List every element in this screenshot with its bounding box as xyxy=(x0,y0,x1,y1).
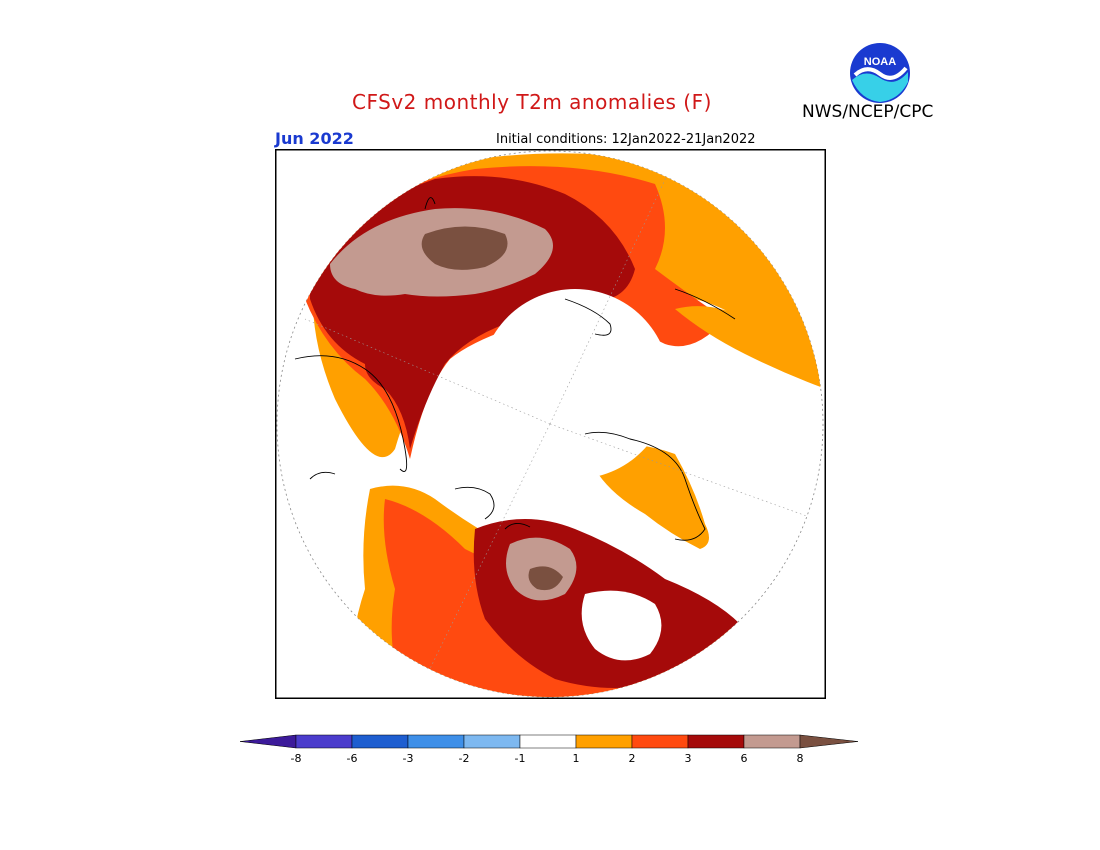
map-frame-border xyxy=(275,149,826,699)
colorbar-tick-label: 2 xyxy=(629,752,636,765)
colorbar-tick-label: -6 xyxy=(347,752,358,765)
colorbar-segment xyxy=(687,734,745,749)
colorbar: -8 -6 -3 -2 -1 1 2 3 6 8 xyxy=(239,734,859,765)
agency-label: NWS/NCEP/CPC xyxy=(802,102,934,122)
greenland-orange-region xyxy=(595,445,709,549)
graticule xyxy=(304,168,816,680)
colorbar-tick-label: 6 xyxy=(741,752,748,765)
siberia-brown-region xyxy=(421,226,508,270)
map-title: CFSv2 monthly T2m anomalies (F) xyxy=(352,90,712,114)
colorbar-tick-label: -1 xyxy=(515,752,526,765)
polar-map xyxy=(275,149,826,699)
colorbar-segment xyxy=(295,734,353,749)
arctic-ocean xyxy=(480,289,670,479)
coastlines xyxy=(294,197,736,541)
anomaly-fields xyxy=(305,153,823,697)
initial-conditions-label: Initial conditions: 12Jan2022-21Jan2022 xyxy=(496,132,756,147)
svg-text:NOAA: NOAA xyxy=(864,56,896,68)
colorbar-tick-label: -2 xyxy=(459,752,470,765)
colorbar-segment xyxy=(743,734,801,749)
scandinavia-orange-region xyxy=(675,306,823,389)
colorbar-tick-label: -3 xyxy=(403,752,414,765)
canada-brown-region xyxy=(528,566,563,591)
hudson-bay xyxy=(581,590,662,661)
colorbar-segment xyxy=(351,734,409,749)
colorbar-segment xyxy=(407,734,465,749)
colorbar-tick-label: 1 xyxy=(573,752,580,765)
colorbar-segment xyxy=(575,734,633,749)
colorbar-tick-label: 3 xyxy=(685,752,692,765)
noaa-logo: NOAA xyxy=(850,43,910,103)
colorbar-arrow-low xyxy=(239,734,297,749)
month-label: Jun 2022 xyxy=(275,129,354,148)
colorbar-tick-label: 8 xyxy=(797,752,804,765)
colorbar-tick-label: -8 xyxy=(291,752,302,765)
colorbar-arrow-high xyxy=(799,734,859,749)
colorbar-segment xyxy=(519,734,577,749)
colorbar-segment xyxy=(463,734,521,749)
colorbar-segment xyxy=(631,734,689,749)
